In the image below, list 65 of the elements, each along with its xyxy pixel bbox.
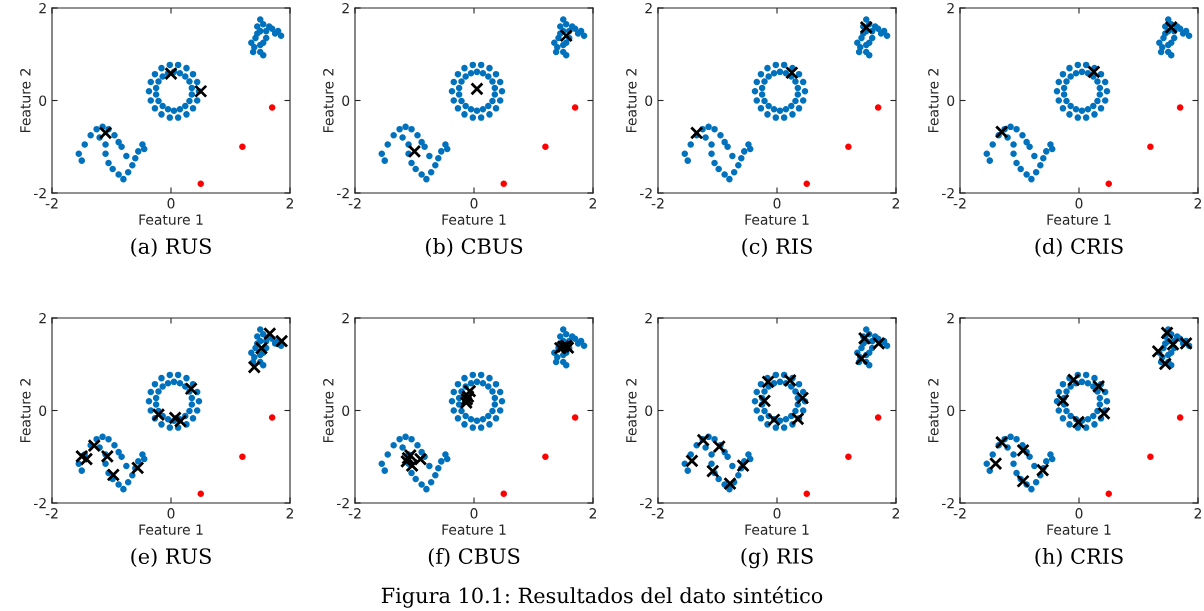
x-tick-label: 0 [1075,198,1083,209]
x-tick-label: 2 [892,508,900,519]
text: (e) RUS [131,547,211,567]
y-tick-label: 0 [342,405,350,416]
x-tick-label: 2 [589,508,597,519]
x-tick-label: 0 [773,198,781,209]
y-tick-label: -2 [941,187,954,199]
text: (c) RIS [742,237,812,257]
text: (d) CRIS [1035,237,1123,257]
x-axis-title: Feature 1 [442,524,506,535]
text: (f) CBUS [428,547,520,567]
x-tick-label: 2 [286,508,294,519]
y-tick-label: 2 [342,312,349,324]
y-tick-label: 2 [39,2,46,14]
x-tick-label: 0 [1075,508,1083,519]
y-tick-label: 0 [645,95,653,106]
x-axis-title: Feature 1 [139,524,203,535]
x-tick-label: 0 [773,508,781,519]
text: (a) RUS [131,237,211,257]
y-tick-label: 0 [645,405,653,416]
y-tick-label: 0 [947,95,955,106]
text: Figura 10.1: Resultados del dato sintético [381,586,823,608]
y-tick-label: 2 [645,312,652,324]
y-tick-label: 0 [342,95,350,106]
y-axis-title: Feature 2 [928,69,939,132]
y-tick-label: -2 [639,187,652,199]
y-tick-label: 0 [947,405,955,416]
y-tick-label: 2 [947,2,954,14]
text: (b) CBUS [426,237,523,257]
x-tick-label: 0 [167,508,175,519]
x-axis-title: Feature 1 [139,214,203,225]
text: (g) RIS [741,547,813,569]
y-axis-title: Feature 2 [20,69,31,132]
x-axis-title: Feature 1 [745,214,809,225]
y-tick-label: 0 [39,405,47,416]
y-tick-label: -2 [336,187,349,199]
y-tick-label: -2 [336,497,349,509]
y-axis-title: Feature 2 [20,379,31,442]
y-axis-title: Feature 2 [626,379,637,442]
y-tick-label: -2 [639,497,652,509]
text: (h) CRIS [1035,547,1123,567]
y-axis-title: Feature 2 [323,379,334,442]
x-axis-title: Feature 1 [1047,214,1111,225]
y-axis-title: Feature 2 [928,379,939,442]
y-tick-label: -2 [33,497,46,509]
x-tick-label: 2 [286,198,294,209]
y-axis-title: Feature 2 [323,69,334,132]
y-tick-label: 0 [39,95,47,106]
y-tick-label: 2 [342,2,349,14]
y-tick-label: 2 [947,312,954,324]
y-tick-label: 2 [39,312,46,324]
y-axis-title: Feature 2 [626,69,637,132]
y-tick-label: -2 [941,497,954,509]
x-axis-title: Feature 1 [1047,524,1111,535]
x-tick-label: 0 [470,198,478,209]
x-tick-label: 2 [1194,508,1202,519]
y-tick-label: 2 [645,2,652,14]
x-axis-title: Feature 1 [442,214,506,225]
x-tick-label: 2 [892,198,900,209]
x-tick-label: 2 [1194,198,1202,209]
x-tick-label: 0 [167,198,175,209]
x-axis-title: Feature 1 [745,524,809,535]
x-tick-label: 2 [589,198,597,209]
y-tick-label: -2 [33,187,46,199]
x-tick-label: 0 [470,508,478,519]
